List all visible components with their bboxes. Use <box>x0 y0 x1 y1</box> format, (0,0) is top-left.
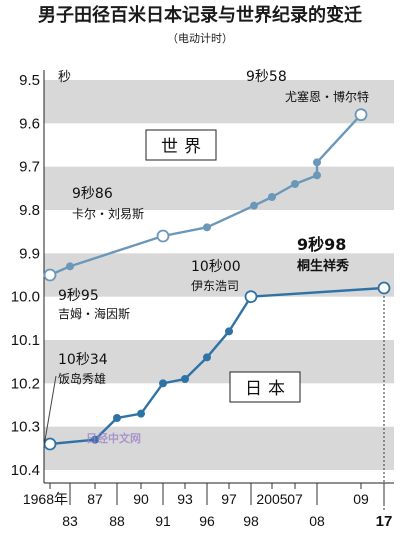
x-tick-label: 07 <box>287 491 303 507</box>
record-point <box>137 409 145 418</box>
x-tick-label: 1968年 <box>23 491 68 507</box>
annotation-time-bolt: 9秒58 <box>246 69 287 85</box>
y-tick-label: 10.2 <box>11 375 40 392</box>
x-tick-label: 98 <box>243 513 259 529</box>
annotation-time-kiryu: 9秒98 <box>297 235 346 254</box>
y-tick-label: 10.1 <box>11 332 40 349</box>
record-point-open <box>377 281 391 295</box>
y-tick-label: 9.5 <box>19 72 40 89</box>
record-point <box>66 262 74 271</box>
y-tick-label: 9.6 <box>19 115 40 132</box>
record-point-open <box>156 229 170 243</box>
japan-series-label: 日本 <box>245 379 291 399</box>
record-point <box>113 414 121 422</box>
record-point <box>250 201 258 210</box>
record-point-open <box>244 290 258 304</box>
x-tick-label: 96 <box>199 513 215 529</box>
annotation-time-iijima: 10秒34 <box>58 352 108 368</box>
annotation-time-ito: 10秒00 <box>191 259 241 275</box>
record-point <box>203 353 211 362</box>
chart-title: 男子田径百米日本记录与世界纪录的变迁 <box>38 4 362 26</box>
record-point <box>313 158 321 167</box>
y-tick-label: 9.9 <box>19 245 40 262</box>
y-axis-unit: 秒 <box>58 70 71 85</box>
record-point <box>203 223 211 232</box>
annotation-name-kiryu: 桐生祥秀 <box>297 258 350 274</box>
record-point-open <box>354 108 368 122</box>
leader-iijima <box>43 375 57 447</box>
series-line-japan <box>49 286 385 446</box>
annotation-name-ito: 伊东浩司 <box>191 279 239 293</box>
annotation-name-bolt: 尤塞恩・博尔特 <box>285 89 369 104</box>
y-tick-label: 9.7 <box>19 159 40 176</box>
plot-background <box>43 70 394 484</box>
grid-band <box>44 253 394 297</box>
x-tick-label: 88 <box>109 513 125 529</box>
grid-band <box>44 166 394 210</box>
record-point <box>181 375 189 383</box>
series-line-world <box>49 113 362 277</box>
series-markers <box>43 108 391 451</box>
grid-band <box>44 80 394 124</box>
record-point-open <box>43 437 57 451</box>
x-tick-label: 97 <box>221 491 237 507</box>
annotation-name-iijima: 饭岛秀雄 <box>58 371 106 386</box>
world-series-label: 世界 <box>161 137 207 157</box>
japan-label-box <box>229 371 301 403</box>
record-point <box>313 171 321 180</box>
annotation-name-hines: 吉姆・海因斯 <box>58 306 130 321</box>
annotation-time-hines: 9秒95 <box>58 288 99 304</box>
x-tick-label: 08 <box>309 513 325 529</box>
world-label-box <box>145 129 217 161</box>
annotation-time-lewis: 9秒86 <box>72 186 113 202</box>
record-point <box>291 180 299 188</box>
record-point-open <box>43 268 57 282</box>
x-tick-label: 93 <box>177 491 193 507</box>
x-tick-label: 91 <box>155 513 171 529</box>
x-tick-label: 90 <box>133 491 149 507</box>
record-point <box>268 193 276 201</box>
x-tick-label: 17 <box>376 513 393 530</box>
y-tick-label: 10.3 <box>11 419 40 436</box>
grid-band <box>44 340 394 384</box>
y-tick-label: 10.0 <box>11 289 40 306</box>
x-tick-label: 83 <box>62 513 78 529</box>
y-tick-label: 10.4 <box>11 462 40 479</box>
axis-ticks: 9.5 9.6 9.7 9.8 9.9 10.0 10.1 10.2 10.3 10.4 1968年… <box>11 72 393 530</box>
x-tick-label: 09 <box>353 491 369 507</box>
x-tick-label: 87 <box>87 491 103 507</box>
y-tick-label: 9.8 <box>19 202 40 219</box>
annotation-name-lewis: 卡尔・刘易斯 <box>72 206 144 221</box>
record-point <box>225 327 233 336</box>
series-lines <box>49 113 385 446</box>
record-point <box>91 435 99 444</box>
x-tick-label: 2005 <box>256 491 287 507</box>
watermark: 日经中文网 <box>86 431 141 445</box>
chart-subtitle: （电动计时） <box>167 32 233 45</box>
record-point <box>159 379 167 388</box>
